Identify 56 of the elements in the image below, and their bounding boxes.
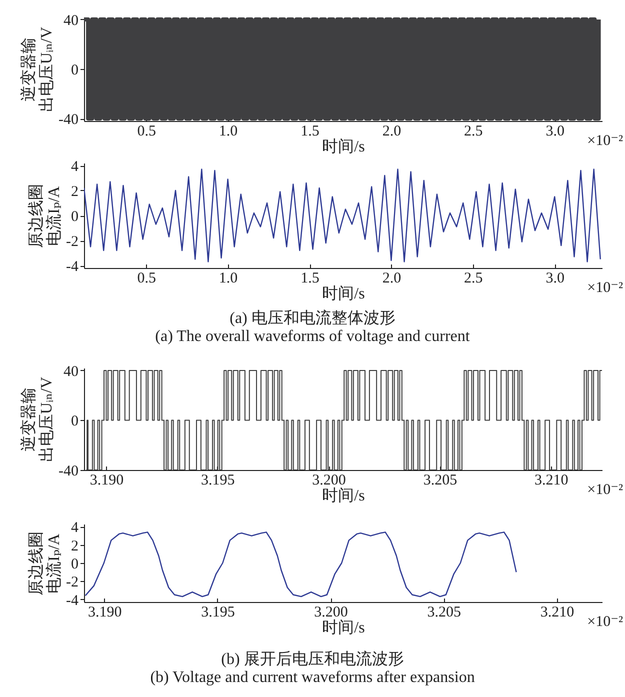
y-tick-label: 40 [64, 364, 78, 380]
x-tick-label: 3.200 [314, 604, 348, 620]
x-tick-label: 2.0 [382, 124, 402, 140]
y-tick-label: 0 [71, 556, 78, 572]
x-tick-label: 3.195 [201, 472, 235, 488]
text: (a) 电压和电流整体波形 [228, 308, 396, 329]
y-tick-label: -2 [66, 234, 78, 250]
text: ×10⁻² [587, 133, 624, 149]
text: (a) The overall waveforms of voltage and current [154, 328, 471, 346]
text: ×10⁻² [587, 280, 624, 296]
x-tick-label: 3.200 [312, 472, 346, 488]
x-tick-label: 2.5 [464, 124, 483, 140]
y-tick-label: 2 [71, 184, 78, 200]
x-tick-label: 1.0 [218, 124, 238, 140]
y-tick-label: 40 [64, 12, 78, 29]
y-axis-title: 原边线圈电流Iₚ/A [27, 184, 64, 248]
x-tick-label: 3.205 [427, 604, 462, 620]
x-tick-label: 3.0 [546, 270, 564, 286]
x-tick-label: 2.0 [382, 270, 402, 286]
y-axis-title: 逆变器输出电压Uᵢₙ/V [20, 376, 56, 462]
x-tick-label: 0.5 [137, 270, 156, 286]
y-axis-title: 原边线圈电流Iₚ/A [27, 532, 64, 596]
x-axis-title: 时间/s [322, 284, 365, 302]
x-axis-title: 时间/s [322, 138, 365, 156]
x-axis-title: 时间/s [322, 618, 365, 636]
y-tick-label: 0 [71, 209, 78, 225]
y-tick-label: 2 [71, 538, 78, 554]
x-tick-label: 1.0 [218, 270, 238, 286]
y-tick-label: -4 [66, 592, 79, 609]
x-tick-label: 3.190 [90, 472, 124, 488]
x-tick-label: 3.210 [534, 472, 568, 488]
line-series [84, 168, 601, 262]
text: ×10⁻² [587, 482, 624, 498]
x-tick-label: 3.205 [423, 472, 458, 488]
y-tick-label: 0 [71, 62, 78, 78]
x-axis-title: 时间/s [322, 486, 365, 504]
x-tick-label: 0.5 [137, 124, 156, 140]
y-tick-label: -40 [58, 464, 78, 480]
x-tick-label: 3.0 [546, 124, 564, 140]
y-tick-label: -4 [66, 259, 79, 275]
x-tick-label: 2.5 [464, 270, 483, 286]
text: (b) 展开后电压和电流波形 [220, 650, 405, 670]
x-tick-label: 1.5 [300, 270, 320, 286]
y-tick-label: 4 [71, 159, 79, 175]
y-tick-label: -2 [66, 574, 78, 591]
x-tick-label: 3.190 [88, 604, 122, 620]
y-tick-label: 0 [71, 414, 78, 430]
y-axis-title: 逆变器输出电压Uᵢₙ/V [20, 26, 56, 112]
x-tick-label: 3.195 [201, 604, 235, 620]
y-tick-label: -40 [58, 112, 78, 128]
line-series [84, 532, 517, 598]
text: ×10⁻² [587, 614, 624, 630]
x-tick-label: 3.210 [540, 604, 574, 620]
y-tick-label: 4 [71, 520, 79, 536]
x-tick-label: 1.5 [300, 124, 320, 140]
text: (b) Voltage and current waveforms after expansion [149, 669, 476, 687]
